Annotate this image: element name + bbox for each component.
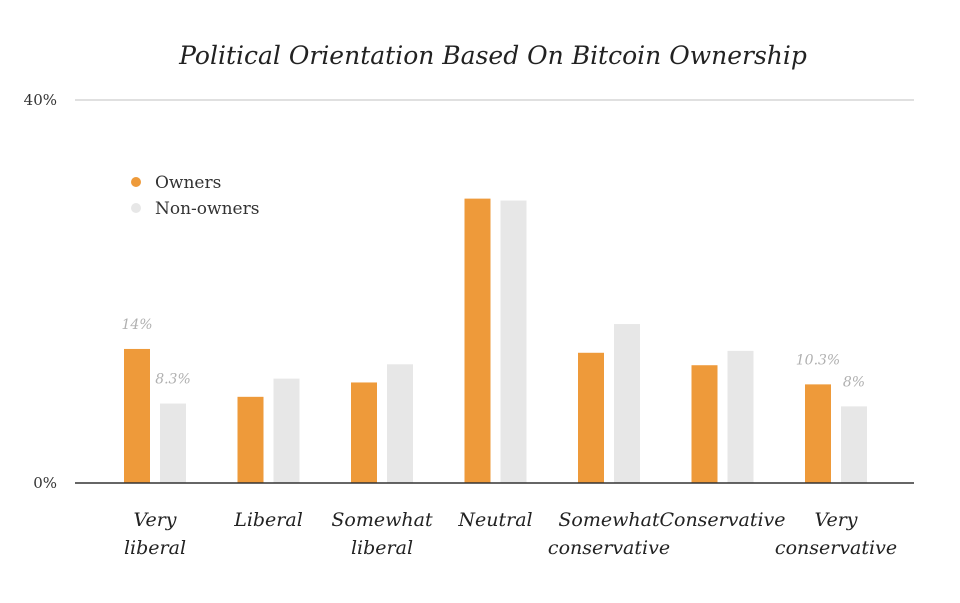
bar-non-owners (273, 378, 300, 483)
y-tick-label: 0% (33, 474, 57, 492)
y-tick-label: 40% (24, 91, 57, 109)
bar-non-owners (387, 364, 413, 483)
bar-owners (691, 365, 718, 483)
chart-title: Political Orientation Based On Bitcoin O… (178, 41, 807, 70)
x-tick-label: Conservative (659, 509, 785, 531)
legend-label-owners: Owners (155, 173, 221, 193)
bar-owners (578, 352, 604, 483)
bar-layer (124, 198, 867, 483)
bar-non-owners (614, 324, 640, 483)
data-label-layer: 14% 8.3% 10.3%8% (121, 317, 865, 390)
bar-owners (124, 348, 150, 483)
x-tick-label: Somewhat conservative (548, 509, 670, 559)
x-tick-label: Liberal (233, 509, 303, 531)
x-tick-label: Neutral (457, 509, 532, 531)
data-label: 8% (843, 374, 865, 390)
bar-owners (464, 198, 491, 483)
x-tick-label: Very liberal (124, 509, 186, 559)
bar-non-owners (841, 406, 867, 483)
legend-swatch-owners (131, 177, 141, 187)
legend: Owners Non-owners (131, 173, 259, 219)
bar-owners (805, 384, 831, 483)
bar-non-owners (500, 200, 527, 483)
bar-non-owners (727, 350, 754, 483)
data-label: 14% (121, 317, 152, 333)
data-label: 8.3% (155, 372, 191, 388)
legend-swatch-non-owners (131, 203, 141, 213)
bar-non-owners (160, 403, 186, 483)
data-label: 10.3% (796, 352, 840, 368)
bar-owners (351, 382, 377, 483)
axis-layer: 0% 40% Very liberal Liberal Somewhat liberal Ne… (24, 91, 914, 559)
x-tick-label: Somewhat liberal (331, 509, 433, 559)
bar-owners (237, 396, 264, 483)
legend-label-non-owners: Non-owners (155, 199, 259, 219)
x-tick-label: Very conservative (775, 509, 897, 559)
